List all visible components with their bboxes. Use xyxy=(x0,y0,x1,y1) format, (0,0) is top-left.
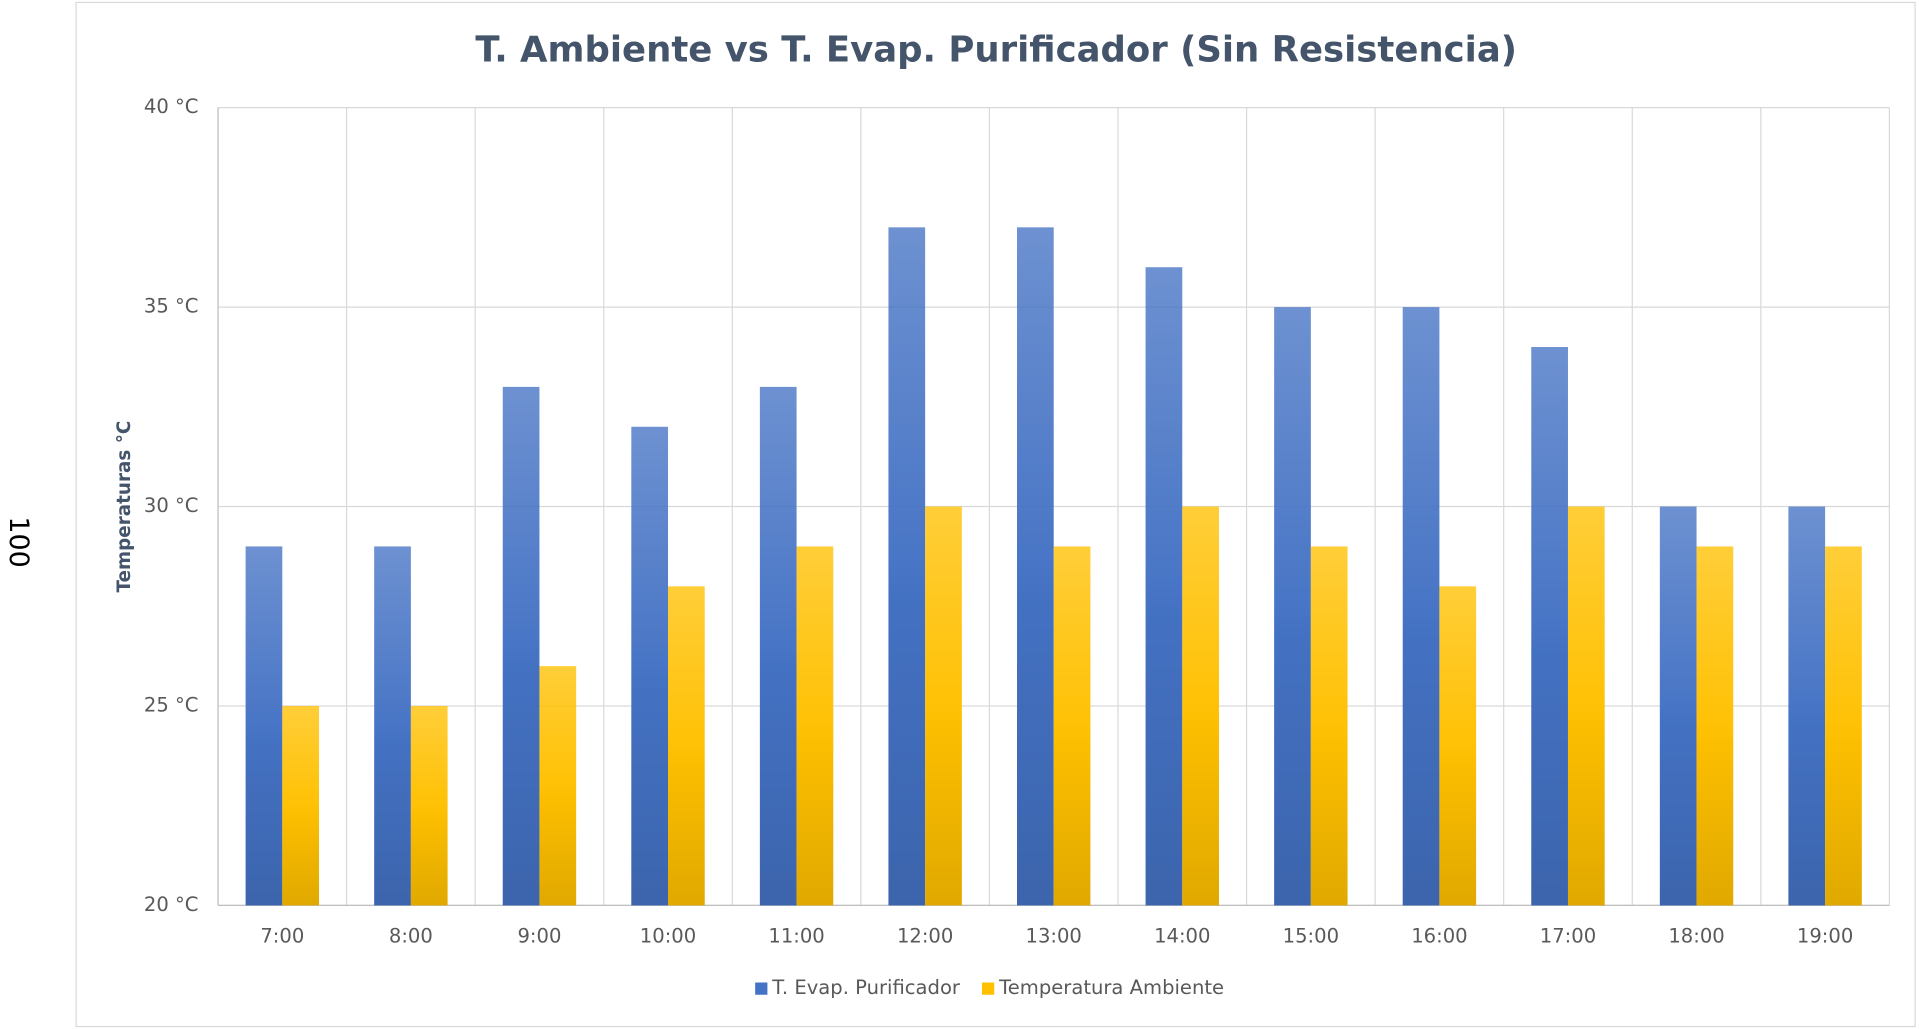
x-tick-label: 19:00 xyxy=(1797,925,1853,948)
x-tick-label: 14:00 xyxy=(1154,925,1210,948)
bar-shade xyxy=(1274,307,1311,906)
bar-shade xyxy=(282,705,320,906)
bar-shade xyxy=(1439,586,1477,906)
bar-shade xyxy=(1696,546,1734,906)
x-tick-label: 15:00 xyxy=(1283,925,1339,948)
legend-swatch xyxy=(755,982,768,995)
x-tick-label: 17:00 xyxy=(1540,925,1596,948)
legend-swatch xyxy=(981,982,995,995)
bar-shade xyxy=(1788,506,1826,906)
x-tick-label: 12:00 xyxy=(897,925,953,948)
bar-shade xyxy=(410,705,448,906)
x-tick-label: 7:00 xyxy=(260,925,304,948)
chart-frame xyxy=(75,1,1916,1028)
bar-shade xyxy=(1053,546,1091,906)
legend-label: T. Evap. Purificador xyxy=(771,976,961,999)
bar-shade xyxy=(888,227,926,906)
x-tick-label: 18:00 xyxy=(1668,925,1724,948)
page-number: 100 xyxy=(3,516,34,567)
bar-shade xyxy=(539,666,577,906)
bar-shade xyxy=(1145,267,1183,906)
bar-shade xyxy=(1659,506,1697,906)
bar-shade xyxy=(1402,307,1440,906)
bar-shade xyxy=(1182,506,1219,906)
bar-shade xyxy=(1567,506,1605,906)
legend-label: Temperatura Ambiente xyxy=(998,976,1224,999)
bar-shade xyxy=(759,386,797,906)
bar-shade xyxy=(925,506,962,906)
y-tick-label: 25 °C xyxy=(144,693,199,716)
x-tick-label: 8:00 xyxy=(389,925,433,948)
x-tick-label: 11:00 xyxy=(768,925,824,948)
bar-shade xyxy=(502,386,540,906)
y-tick-label: 40 °C xyxy=(144,95,199,118)
bar-shade xyxy=(796,546,834,906)
bar-shade xyxy=(1531,346,1568,906)
y-tick-label: 30 °C xyxy=(144,494,199,517)
y-tick-label: 35 °C xyxy=(144,295,199,318)
bar-shade xyxy=(1310,546,1348,906)
y-tick-label: 20 °C xyxy=(144,893,199,916)
chart-title: T. Ambiente vs T. Evap. Purificador (Sin… xyxy=(475,29,1517,70)
bar-shade xyxy=(1017,227,1054,906)
x-tick-label: 10:00 xyxy=(640,925,696,948)
y-axis-label: Temperaturas °C xyxy=(114,421,135,593)
x-tick-label: 9:00 xyxy=(517,925,561,948)
bar-shade xyxy=(1825,546,1862,906)
bar-shade xyxy=(631,426,669,906)
bar-shade xyxy=(245,546,283,906)
x-tick-label: 16:00 xyxy=(1411,925,1467,948)
bar-shade xyxy=(374,546,411,906)
bar-shade xyxy=(668,586,705,906)
x-tick-label: 13:00 xyxy=(1026,925,1082,948)
